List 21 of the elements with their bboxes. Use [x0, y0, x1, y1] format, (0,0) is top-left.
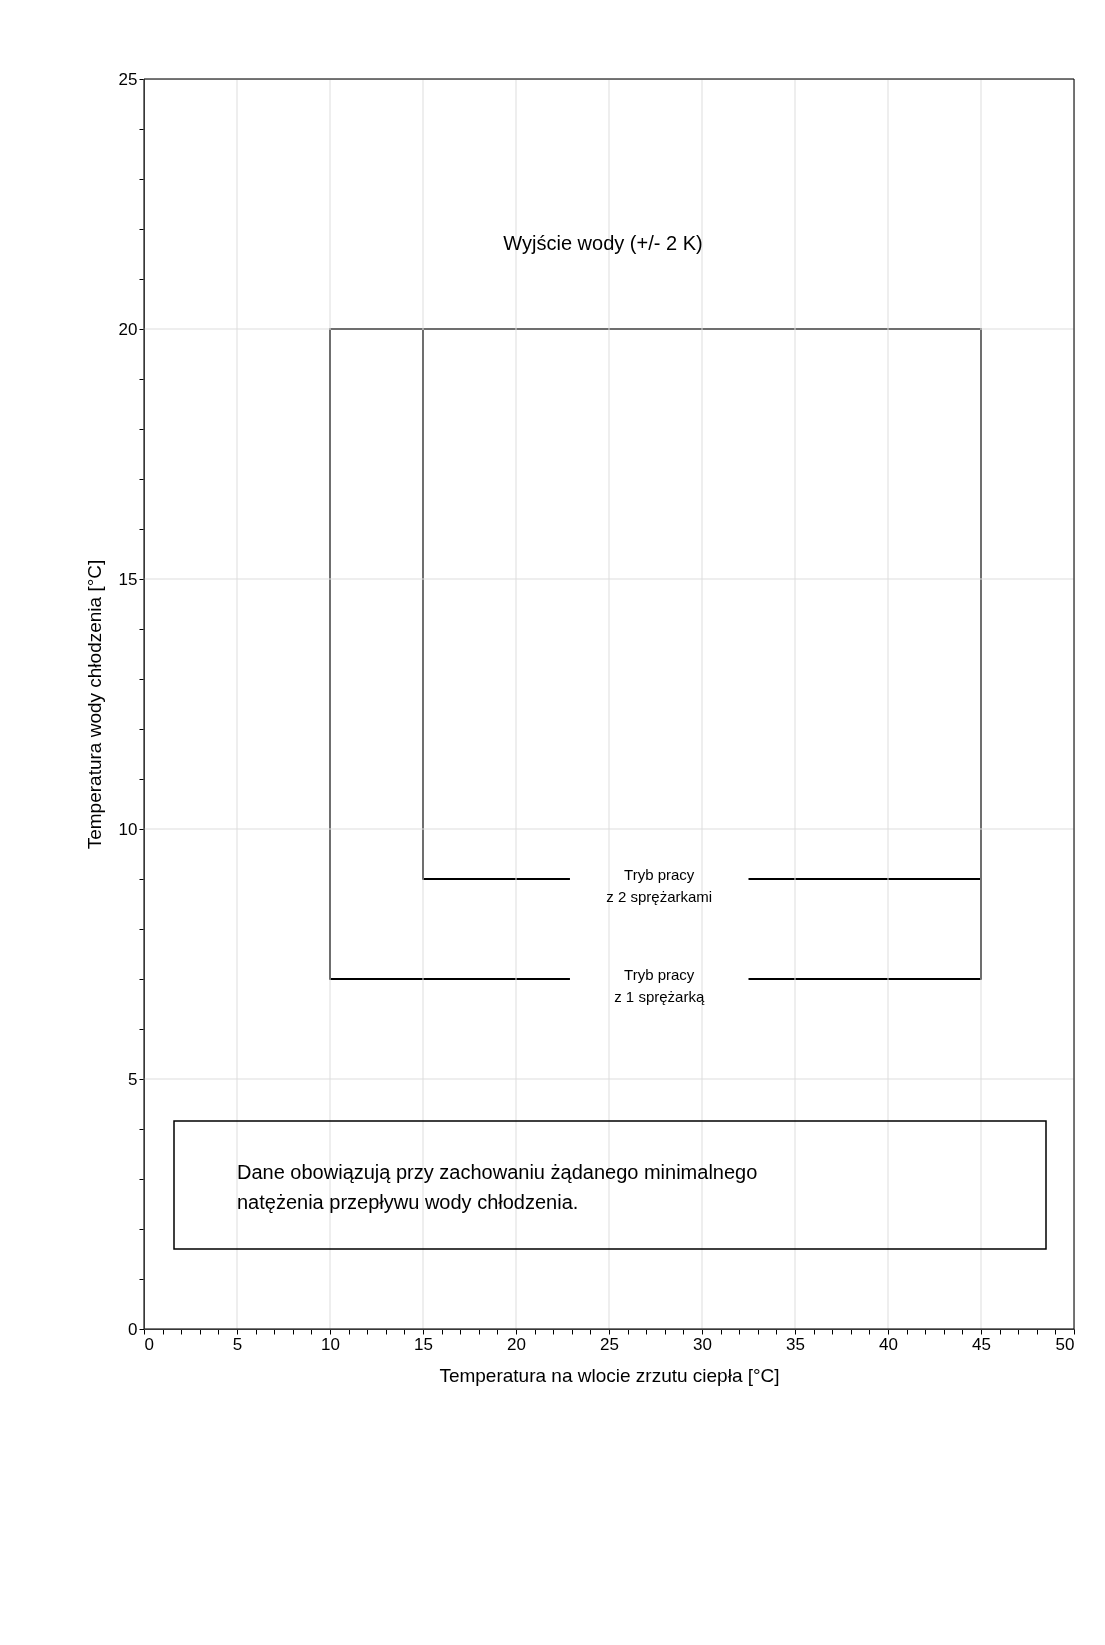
x-tick-label: 10 [321, 1334, 340, 1354]
y-tick-label: 0 [128, 1319, 138, 1339]
x-tick-label: 5 [232, 1334, 243, 1354]
x-tick-label: 25 [600, 1334, 619, 1354]
text: Wyjście wody (+/- 2 K) [503, 232, 703, 254]
y-tick-label: 20 [118, 319, 138, 339]
x-tick-label: 0 [144, 1334, 154, 1354]
x-tick-label: 45 [972, 1334, 991, 1354]
x-tick-label: 30 [693, 1334, 712, 1354]
x-tick-label: 50 [1055, 1334, 1075, 1354]
y-axis-title: Temperatura wody chłodzenia [°C] [83, 559, 105, 850]
annotation: Dane obowiązują przy zachowaniu żądanego minimalnego natężenia przepływu wody chłodzenia. [237, 1161, 758, 1213]
x-tick-label: 40 [879, 1334, 898, 1354]
x-tick-label: 35 [786, 1334, 805, 1354]
x-tick-label: 20 [507, 1334, 526, 1354]
y-tick-label: 25 [118, 69, 138, 89]
y-tick-label: 5 [128, 1069, 138, 1089]
y-tick-label: 10 [118, 819, 138, 839]
x-axis-title: Temperatura na wlocie zrzutu ciepła [°C] [439, 1364, 780, 1386]
y-tick-label: 15 [118, 569, 138, 589]
x-tick-label: 15 [414, 1334, 433, 1354]
